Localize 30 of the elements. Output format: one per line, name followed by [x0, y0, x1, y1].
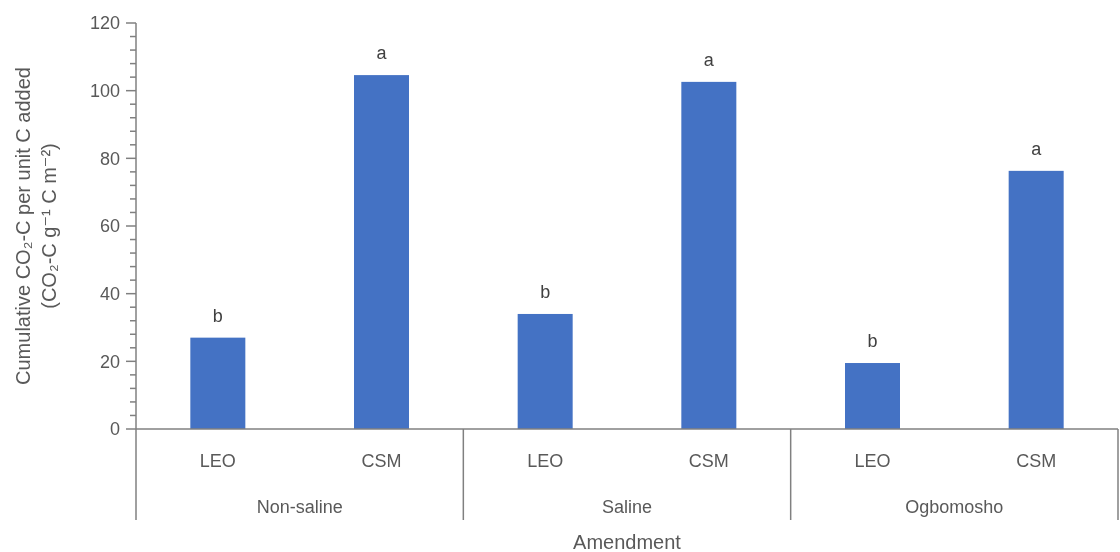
text: Saline	[601, 497, 653, 517]
y-tick-label: 40	[99, 283, 120, 304]
data-label: a	[1031, 138, 1043, 159]
y-tick-label: 20	[99, 351, 120, 372]
x-axis-title: Amendment	[573, 531, 682, 552]
y-tick-label: 60	[99, 216, 120, 237]
bar	[1008, 170, 1064, 429]
x-tick-label: LEO	[854, 451, 891, 471]
x-tick-label: LEO	[527, 451, 564, 471]
bar	[681, 81, 737, 429]
y-tick-label: 120	[89, 13, 120, 34]
bar	[190, 337, 246, 429]
text: Non-saline	[256, 497, 343, 517]
data-label: a	[703, 49, 715, 70]
x-tick-label: CSM	[361, 451, 402, 471]
y-tick-label: 100	[89, 80, 120, 101]
x-tick-label: CSM	[1016, 451, 1057, 471]
y-axis-title: Cumulative CO₂-C per unit C added (CO₂-C g⁻¹ C m⁻²)	[12, 67, 60, 385]
y-tick-label: 80	[99, 148, 120, 169]
data-label: b	[540, 281, 551, 302]
x-tick-label: CSM	[688, 451, 729, 471]
y-tick-label: 0	[109, 419, 120, 440]
data-label: b	[867, 331, 878, 352]
x-tick-label: LEO	[199, 451, 236, 471]
data-label: a	[376, 43, 388, 64]
bar	[354, 75, 409, 429]
text: Ogbomosho	[905, 497, 1004, 517]
data-label: b	[212, 305, 223, 326]
bar	[517, 313, 573, 429]
bar	[845, 363, 900, 429]
